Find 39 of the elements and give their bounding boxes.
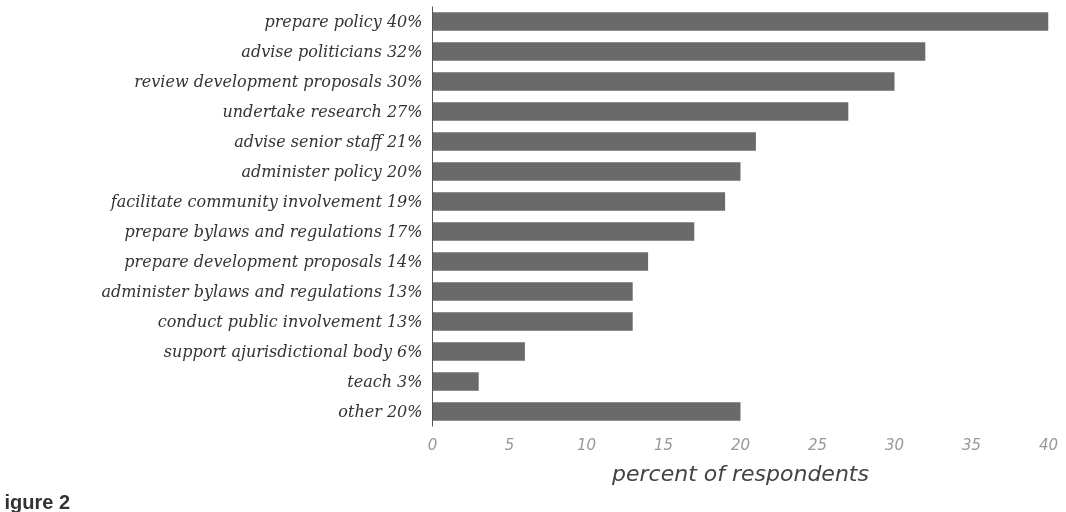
- x-tick-label: 5: [504, 435, 515, 454]
- bar: [432, 252, 649, 271]
- y-tick-label: administer policy 20%: [241, 162, 423, 181]
- y-tick-label: undertake research 27%: [222, 102, 423, 121]
- y-tick-label: advise politicians 32%: [241, 42, 423, 61]
- x-tick-label: 15: [653, 435, 674, 454]
- y-tick-label: advise senior staff 21%: [234, 132, 423, 151]
- bar: [432, 222, 695, 241]
- bar: [432, 282, 633, 301]
- y-tick-label: prepare policy 40%: [264, 12, 423, 31]
- y-tick-label: teach 3%: [347, 372, 423, 391]
- bar: [432, 162, 741, 181]
- x-tick-label: 20: [730, 435, 751, 454]
- x-tick-label: 40: [1038, 435, 1059, 454]
- y-tick-label: administer bylaws and regulations 13%: [101, 282, 423, 301]
- x-axis-title: percent of respondents: [611, 460, 869, 486]
- bar: [432, 102, 849, 121]
- x-tick-label: 10: [576, 435, 597, 454]
- x-tick-label: 0: [427, 435, 438, 454]
- x-tick-label: 35: [961, 435, 982, 454]
- y-tick-label: prepare bylaws and regulations 17%: [124, 222, 423, 241]
- bar: [432, 372, 479, 391]
- y-tick-label: facilitate community involvement 19%: [109, 192, 423, 211]
- y-tick-label: review development proposals 30%: [134, 72, 423, 91]
- bar: [432, 12, 1049, 31]
- bar: [432, 402, 741, 421]
- text: igure 2: [4, 490, 71, 512]
- bar: [432, 342, 525, 361]
- x-tick-label: 30: [884, 435, 905, 454]
- bar: [432, 72, 895, 91]
- bar: [432, 42, 926, 61]
- bar: [432, 192, 726, 211]
- y-tick-label: prepare development proposals 14%: [124, 252, 423, 271]
- x-tick-label: 25: [807, 435, 828, 454]
- y-tick-label: conduct public involvement 13%: [157, 312, 423, 331]
- bar: [432, 132, 756, 151]
- y-tick-label: other 20%: [338, 402, 423, 421]
- y-tick-label: support ajurisdictional body 6%: [163, 342, 423, 361]
- bar: [432, 312, 633, 331]
